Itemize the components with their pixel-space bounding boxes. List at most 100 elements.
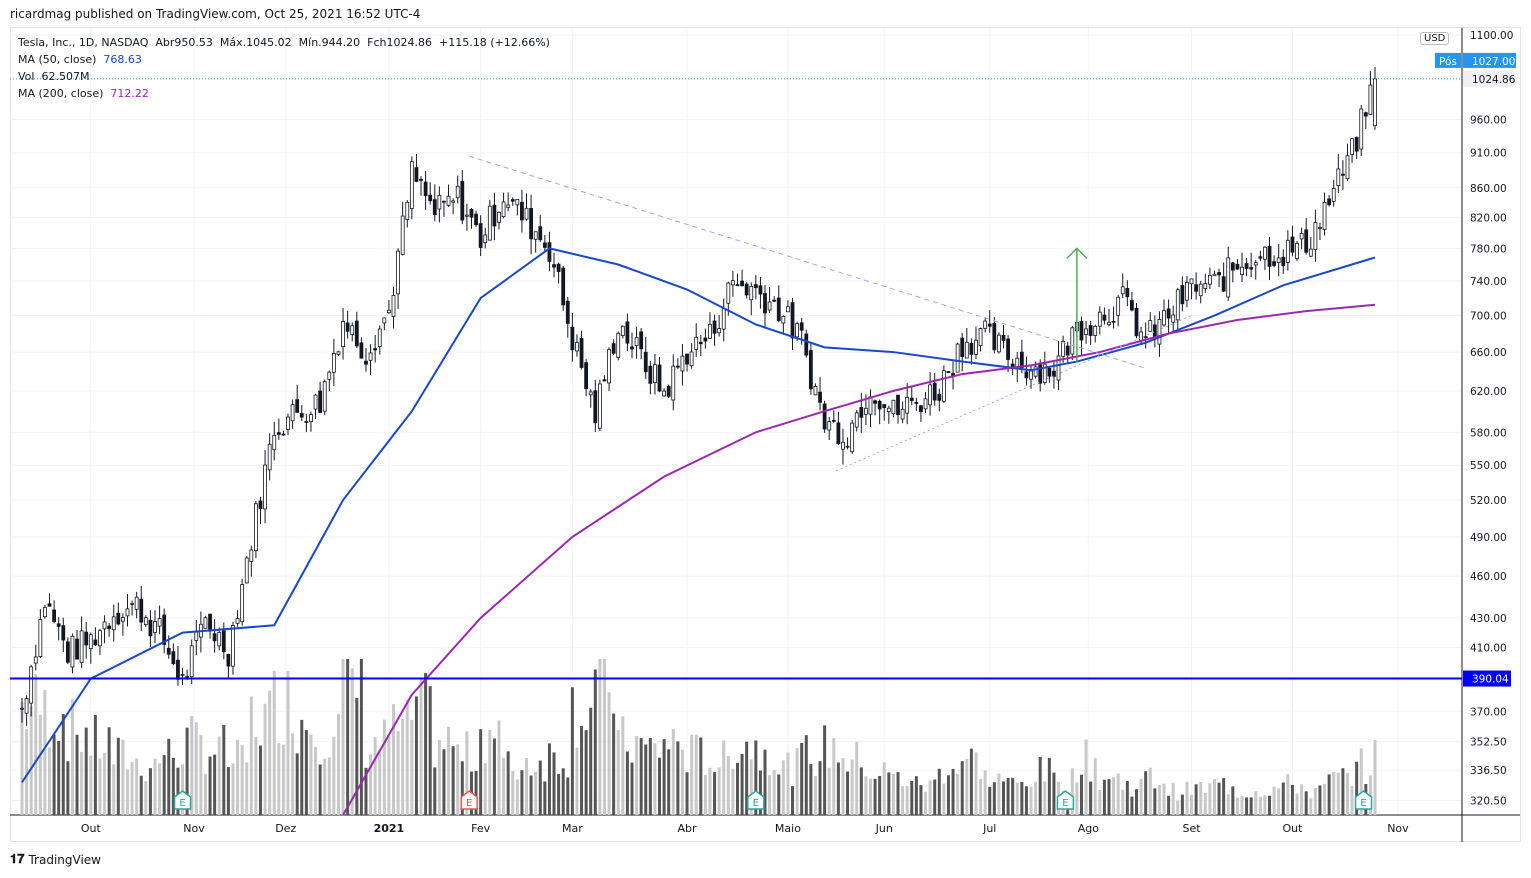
volume-bar (717, 767, 721, 815)
volume-bar (258, 745, 262, 815)
candle-body (1198, 283, 1203, 297)
low-value: 944.20 (321, 36, 361, 49)
volume-bar (1277, 788, 1281, 815)
volume-bar (1171, 782, 1175, 815)
x-tick-label: Ago (1078, 822, 1100, 835)
candle-body (983, 320, 988, 329)
volume-bar (437, 739, 441, 815)
volume-bar (511, 771, 515, 815)
volume-bar (1102, 779, 1106, 815)
volume-bar (566, 777, 570, 815)
volume-bar (1157, 784, 1161, 815)
volume-bar (1162, 783, 1166, 815)
volume-bar (428, 686, 432, 815)
candle-body (377, 328, 382, 347)
volume-bar (1107, 779, 1111, 815)
ma50-value: 768.63 (103, 53, 142, 66)
candle-body (978, 328, 983, 346)
ma50-label[interactable]: MA (50, close) (18, 53, 97, 66)
volume-bar (314, 746, 318, 815)
candle-body (542, 242, 547, 248)
volume-bar (671, 728, 675, 815)
y-tick-label: 430.00 (1470, 613, 1507, 625)
candle-body (776, 297, 781, 321)
candle-body (561, 267, 566, 306)
y-tick-label: 550.00 (1470, 460, 1507, 472)
volume-bar (937, 768, 941, 815)
candle-body (492, 204, 497, 227)
volume-bar (1112, 777, 1116, 815)
candle-body (75, 638, 79, 660)
candle-body (79, 630, 84, 663)
currency-button[interactable]: USD (1420, 32, 1450, 45)
volume-bar (405, 699, 409, 815)
footer-brand: TradingView (28, 852, 101, 867)
candle-body (611, 343, 616, 354)
volume-bar (52, 734, 56, 815)
candle-body (1143, 336, 1148, 339)
volume-bar (451, 746, 455, 815)
tradingview-logo[interactable]: 𝟏𝟕 TradingView (10, 852, 101, 867)
volume-bar (66, 761, 70, 815)
candle-body (1047, 367, 1052, 377)
candle-body (740, 280, 744, 287)
volume-bar (1011, 777, 1015, 815)
volume-bar (804, 735, 808, 815)
symbol-label[interactable]: Tesla, Inc., 1D, NASDAQ (18, 36, 149, 49)
volume-bar (300, 719, 304, 815)
volume-bar (89, 755, 93, 815)
candle-body (533, 231, 538, 240)
volume-bar (167, 738, 171, 815)
open-label: Abr (155, 36, 175, 49)
candle-body (29, 666, 34, 704)
candle-body (1166, 308, 1171, 319)
volume-bar (158, 763, 162, 815)
vol-label[interactable]: Vol (18, 70, 35, 83)
volume-bar (974, 752, 978, 815)
candle-body (772, 299, 777, 302)
volume-bar (1020, 781, 1024, 815)
candle-body (354, 320, 359, 347)
candle-body (299, 413, 304, 418)
volume-bar (1373, 740, 1377, 815)
volume-bar (896, 772, 900, 815)
volume-bar (818, 761, 822, 815)
candle-body (43, 607, 47, 618)
candle-body (827, 421, 832, 431)
y-tick-label: 780.00 (1470, 243, 1507, 255)
candle-body (520, 201, 524, 221)
volume-bar (281, 744, 285, 815)
candle-body (708, 323, 712, 339)
volume-bar (827, 767, 831, 815)
volume-bar (648, 737, 652, 815)
volume-bar (479, 729, 483, 815)
candle-body (639, 331, 644, 350)
candle-body (1042, 363, 1047, 383)
volume-bar (901, 786, 905, 815)
ma200-label[interactable]: MA (200, close) (18, 87, 104, 100)
volume-bar (70, 699, 74, 815)
volume-bar (699, 737, 703, 815)
candle-body (854, 412, 859, 428)
candle-body (763, 293, 767, 314)
y-tick-label: 740.00 (1470, 276, 1507, 288)
volume-bar (1295, 793, 1299, 815)
volume-bar (933, 779, 937, 815)
x-tick-label: Jun (875, 822, 893, 835)
volume-bar (240, 744, 244, 815)
candle-body (130, 602, 134, 605)
candle-body (1019, 351, 1024, 368)
candle-body (148, 619, 153, 637)
volume-bar (997, 773, 1001, 815)
volume-bar (694, 734, 698, 815)
candle-body (717, 328, 722, 334)
volume-bar (213, 754, 217, 815)
last-price-tag (1463, 70, 1515, 87)
volume-bar (621, 716, 625, 815)
volume-bar (685, 772, 689, 815)
volume-bar (295, 753, 299, 815)
candle-body (446, 195, 451, 206)
candle-body (882, 404, 887, 408)
volume-bar (222, 724, 226, 815)
